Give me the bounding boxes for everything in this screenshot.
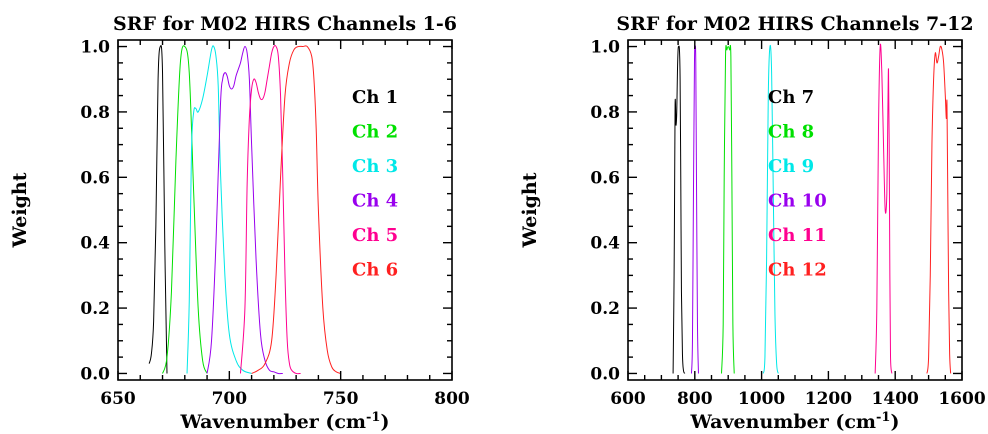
series-line-ch-8: [721, 44, 735, 374]
chart-panel-1: SRF for M02 HIRS Channels 1-6 650 700 750 80…: [9, 13, 470, 433]
x-axis-label: Wavenumber (cm-1): [180, 410, 390, 433]
y-tick-label: 0.8: [590, 103, 620, 123]
legend-entry: Ch 9: [768, 156, 814, 177]
x-tick-label: 1600: [938, 389, 985, 409]
series-lines: [148, 45, 341, 375]
series-line-ch-10: [690, 44, 699, 374]
series-line-ch-6: [251, 45, 341, 374]
y-tick-label: 0.0: [80, 364, 110, 384]
legend-entry: Ch 8: [768, 122, 814, 143]
series-line-ch-11: [874, 43, 893, 374]
series-line-ch-7: [672, 45, 686, 374]
legend-entry: Ch 10: [768, 191, 827, 212]
legend-entry: Ch 7: [768, 87, 814, 108]
legend-entry: Ch 12: [768, 260, 827, 281]
legend-entry: Ch 11: [768, 225, 827, 246]
x-axis-label: Wavenumber (cm-1): [690, 410, 900, 433]
legend-entry: Ch 2: [352, 122, 398, 143]
series-lines: [672, 43, 952, 374]
legend-entry: Ch 6: [352, 260, 398, 281]
series-line-ch-5: [239, 45, 301, 375]
y-tick-label: 0.2: [80, 299, 110, 319]
y-tick-label: 0.8: [80, 103, 110, 123]
x-tick-label: 650: [100, 389, 136, 409]
y-axis-label: Weight: [519, 172, 541, 248]
series-line-ch-12: [926, 45, 952, 374]
x-tick-label: 600: [610, 389, 646, 409]
x-tick-label: 750: [323, 389, 359, 409]
y-tick-label: 0.6: [590, 168, 620, 188]
series-line-ch-9: [762, 45, 779, 374]
y-tick-label: 0.0: [590, 364, 620, 384]
series-line-ch-1: [148, 45, 168, 374]
y-axis-label: Weight: [9, 172, 31, 248]
x-tick-label: 1400: [872, 389, 919, 409]
chart-title: SRF for M02 HIRS Channels 1-6: [113, 13, 457, 35]
y-tick-label: 0.4: [590, 234, 620, 254]
y-tick-label: 1.0: [80, 38, 110, 58]
legend-entry: Ch 5: [352, 225, 398, 246]
y-tick-label: 0.6: [80, 168, 110, 188]
x-tick-label: 800: [677, 389, 713, 409]
x-tick-label: 800: [434, 389, 470, 409]
chart-panel-2: SRF for M02 HIRS Channels 7-12 600 800 1000…: [519, 13, 986, 433]
x-tick-label: 1200: [805, 389, 852, 409]
chart-title: SRF for M02 HIRS Channels 7-12: [616, 13, 973, 35]
series-line-ch-4: [206, 46, 283, 375]
x-tick-label: 700: [212, 389, 248, 409]
series-line-ch-3: [186, 45, 252, 374]
legend-entry: Ch 3: [352, 156, 398, 177]
y-tick-label: 1.0: [590, 38, 620, 58]
y-tick-label: 0.2: [590, 299, 620, 319]
legend-entry: Ch 4: [352, 191, 398, 212]
series-line-ch-2: [162, 45, 208, 374]
legend-entry: Ch 1: [352, 87, 398, 108]
y-tick-label: 0.4: [80, 234, 110, 254]
x-tick-label: 1000: [738, 389, 785, 409]
